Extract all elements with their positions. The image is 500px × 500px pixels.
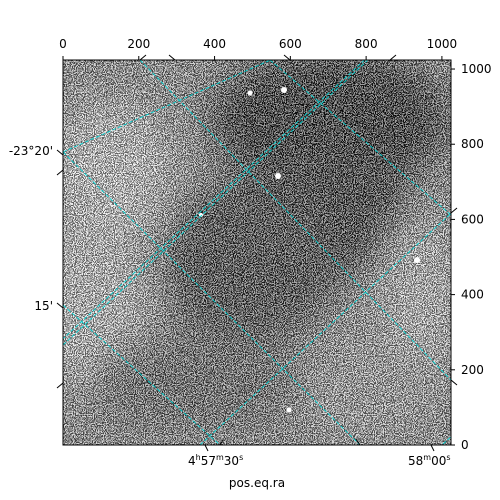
ra-ticks [204,438,435,452]
sky-image [63,60,451,445]
x-top-tick-label-1: 200 [127,37,150,51]
dec-tick-label-1: -23°20' [9,144,53,158]
star [275,173,281,179]
star [199,213,203,217]
x-top-tick-label-2: 400 [203,37,226,51]
ra-tick-label-1: 4h57m30s [188,453,243,468]
star [281,87,287,93]
dec-ticks [56,149,64,389]
x-top-ticks: 0 200 400 600 800 1000 [59,37,457,60]
y-right-tick-label-2: 400 [461,288,484,302]
x-axis-label: pos.eq.ra [229,476,285,490]
y-right-tick-label-3: 600 [461,212,484,226]
dec-tick-label-2: 15' [34,299,53,313]
x-top-tick-label-4: 800 [355,37,378,51]
x-top-tick-label-3: 600 [279,37,302,51]
x-top-tick-label-5: 1000 [427,37,458,51]
y-right-tick-label-0: 0 [461,438,469,452]
star [286,407,292,413]
plot-frame [62,59,452,446]
y-right-tick-label-5: 1000 [461,62,492,76]
coordinate-grid [63,60,451,445]
y-right-tick-label-1: 200 [461,363,484,377]
y-right-tick-label-4: 800 [461,137,484,151]
star [247,90,253,96]
top-side-ticks [139,54,397,61]
right-side-ticks [450,207,458,386]
x-top-tick-label-0: 0 [59,37,67,51]
y-right-ticks: 0 200 400 600 800 1000 [451,62,492,452]
ra-tick-label-2: 58m00s [408,453,451,468]
star [414,257,420,263]
